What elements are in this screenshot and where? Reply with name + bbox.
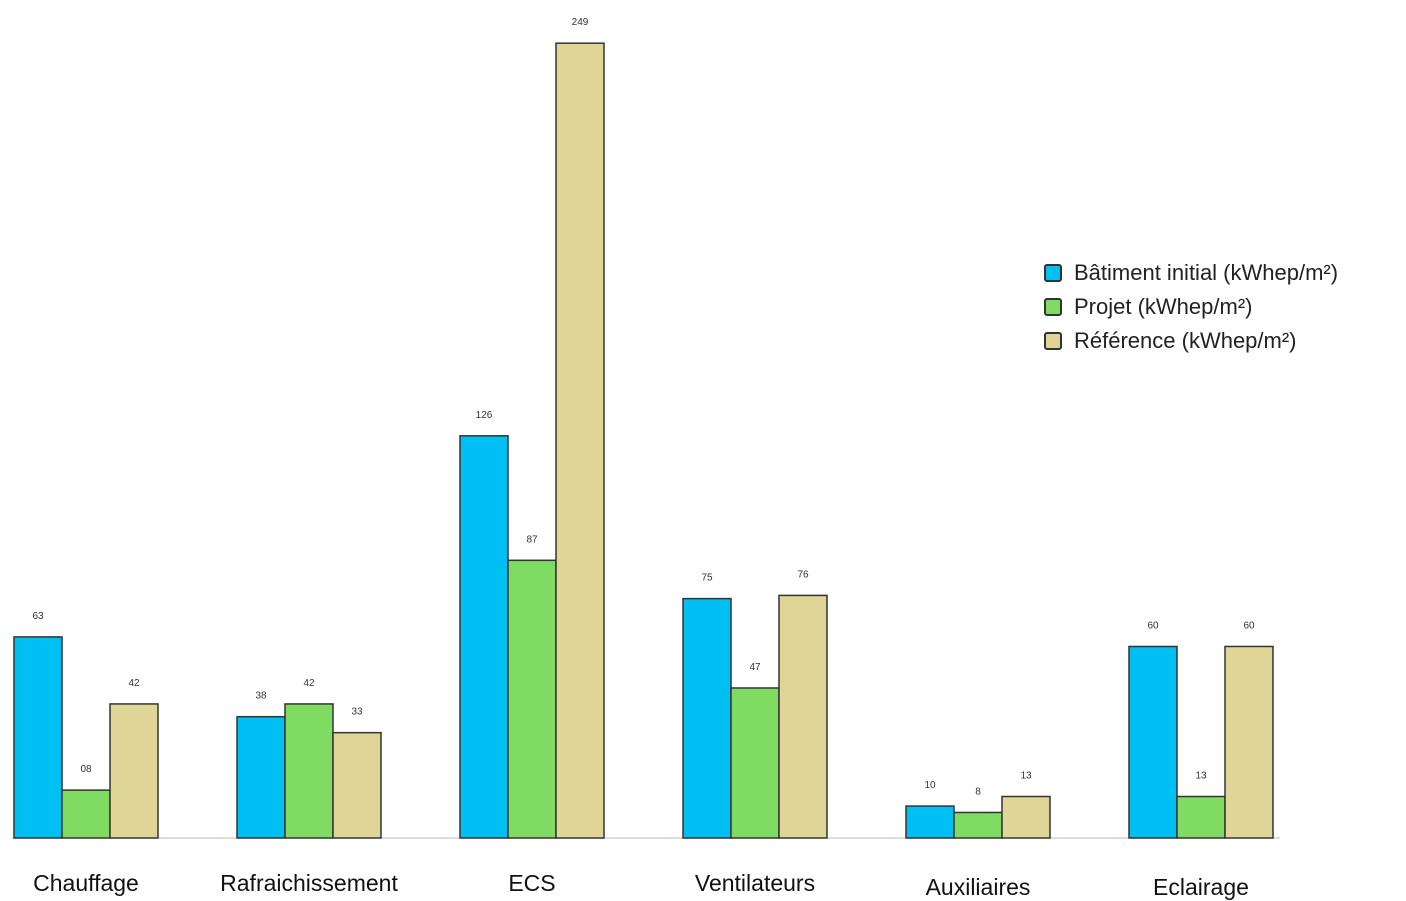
value-label-chauffage-series-2: 42 <box>128 678 140 689</box>
value-label-rafraichissement-series-0: 38 <box>255 691 267 702</box>
bar-chauffage-series-0 <box>13 636 63 839</box>
value-label-ventilateurs-series-2: 76 <box>797 569 809 580</box>
value-label-auxiliaires-series-1: 8 <box>975 786 981 797</box>
bar-auxiliaires-series-0 <box>905 805 955 839</box>
value-label-ventilateurs-series-0: 75 <box>701 573 713 584</box>
legend-label-reference: Référence (kWhep/m²) <box>1074 328 1297 353</box>
legend-label-batiment-initial: Bâtiment initial (kWhep/m²) <box>1074 260 1339 285</box>
bar-chauffage-series-2 <box>109 703 159 839</box>
bar-rafraichissement-series-1 <box>284 703 334 839</box>
value-label-auxiliaires-series-0: 10 <box>924 780 936 791</box>
value-label-rafraichissement-series-1: 42 <box>303 678 315 689</box>
value-label-chauffage-series-0: 63 <box>32 611 44 622</box>
bar-chauffage-series-1 <box>61 789 111 839</box>
value-labels-group: 63 08 42 38 42 33 126 87 249 75 47 76 10 8 13 60 13 60 <box>32 17 1255 797</box>
bar-ecs-series-2 <box>555 42 605 839</box>
bar-eclairage-series-0 <box>1128 645 1178 839</box>
bar-ecs-series-1 <box>507 559 557 839</box>
bar-ventilateurs-series-0 <box>682 597 732 839</box>
category-label-eclairage: Eclairage <box>1153 874 1249 900</box>
value-label-rafraichissement-series-2: 33 <box>351 707 363 718</box>
category-labels-group: Chauffage Rafraichissement ECS Ventilateurs… <box>33 870 1249 900</box>
legend-swatch-projet <box>1044 298 1062 316</box>
value-label-ventilateurs-series-1: 47 <box>749 662 761 673</box>
bar-ventilateurs-series-2 <box>778 594 828 839</box>
value-label-ecs-series-0: 126 <box>476 410 493 421</box>
value-label-eclairage-series-2: 60 <box>1243 620 1255 631</box>
bar-eclairage-series-1 <box>1176 795 1226 839</box>
value-label-ecs-series-2: 249 <box>572 17 589 28</box>
legend-item-batiment-initial: Bâtiment initial (kWhep/m²) <box>1044 256 1338 290</box>
bar-ventilateurs-series-1 <box>730 687 780 839</box>
value-label-eclairage-series-0: 60 <box>1147 620 1159 631</box>
legend: Bâtiment initial (kWhep/m²) Projet (kWhe… <box>1044 256 1338 358</box>
legend-item-projet: Projet (kWhep/m²) <box>1044 290 1338 324</box>
bar-auxiliaires-series-2 <box>1001 795 1051 839</box>
category-label-chauffage: Chauffage <box>33 870 139 896</box>
bar-rafraichissement-series-2 <box>332 731 382 839</box>
category-label-ventilateurs: Ventilateurs <box>695 870 815 896</box>
value-label-chauffage-series-1: 08 <box>80 764 92 775</box>
bars-group <box>13 42 1274 839</box>
value-label-ecs-series-1: 87 <box>526 534 538 545</box>
bar-eclairage-series-2 <box>1224 645 1274 839</box>
legend-label-projet: Projet (kWhep/m²) <box>1074 294 1253 319</box>
legend-swatch-batiment-initial <box>1044 264 1062 282</box>
value-label-auxiliaires-series-2: 13 <box>1020 771 1032 782</box>
bar-ecs-series-0 <box>459 435 509 839</box>
value-label-eclairage-series-1: 13 <box>1195 771 1207 782</box>
bar-auxiliaires-series-1 <box>953 811 1003 839</box>
legend-item-reference: Référence (kWhep/m²) <box>1044 324 1338 358</box>
bar-rafraichissement-series-0 <box>236 715 286 839</box>
category-label-rafraichissement: Rafraichissement <box>220 870 398 896</box>
category-label-auxiliaires: Auxiliaires <box>926 874 1031 900</box>
category-label-ecs: ECS <box>508 870 555 896</box>
legend-swatch-reference <box>1044 332 1062 350</box>
